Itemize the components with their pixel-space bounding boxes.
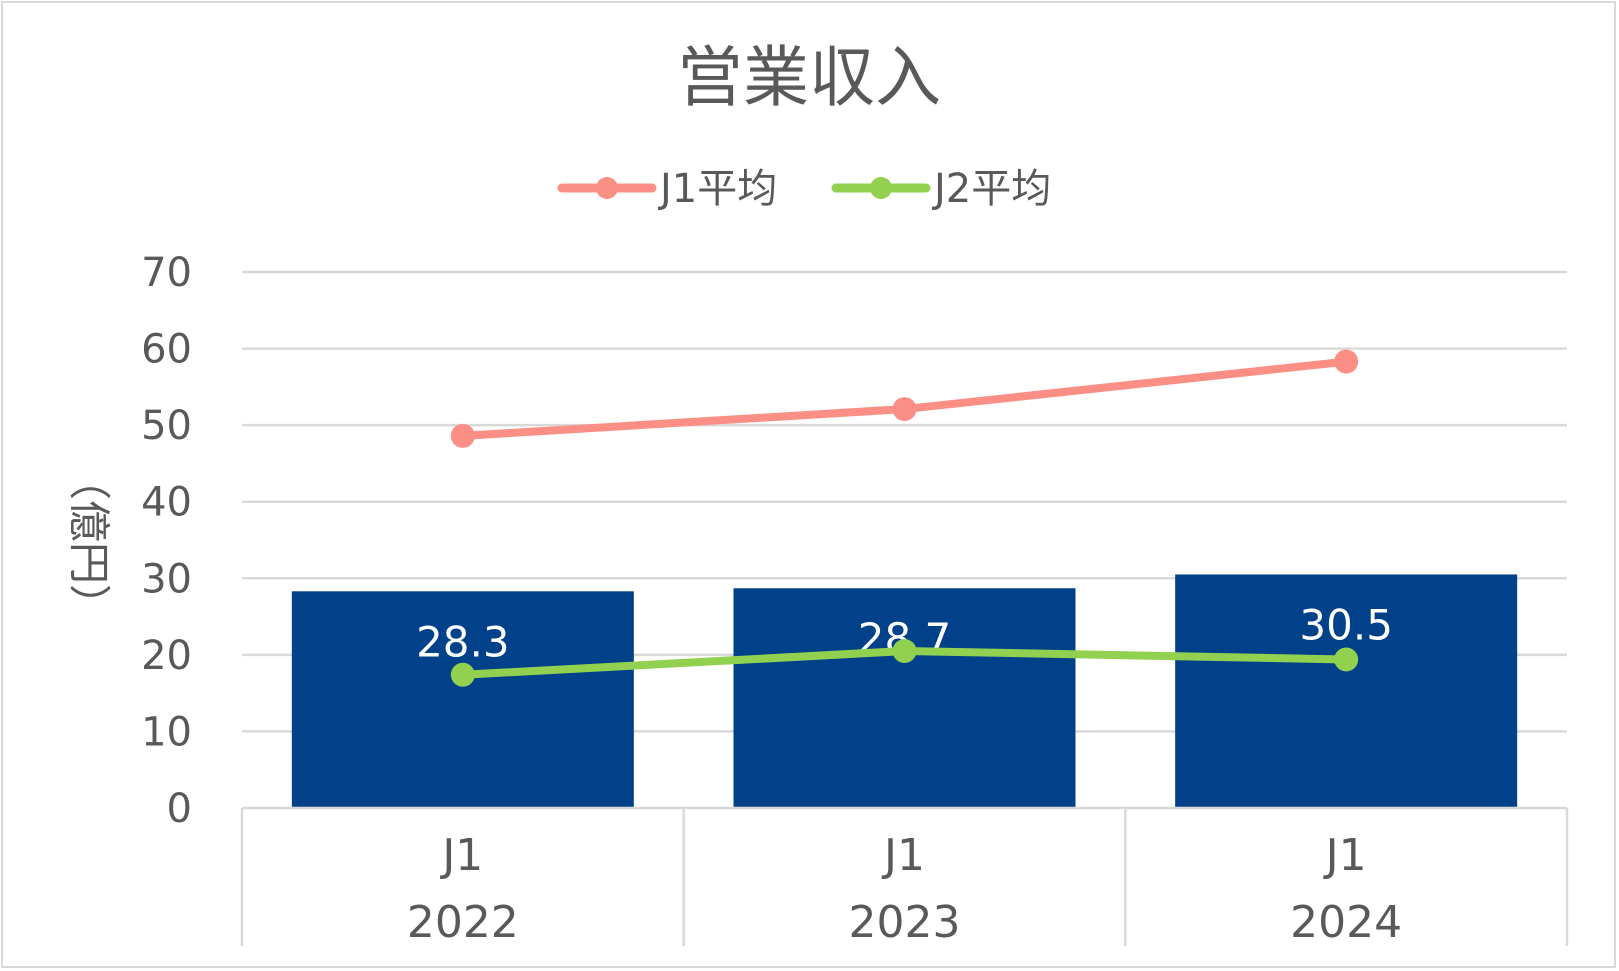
x-category-year: 2023 (849, 897, 961, 948)
legend-item-j1: J1平均 (557, 166, 777, 212)
y-axis-label: （億円） (65, 458, 114, 626)
y-tick-label: 20 (141, 633, 192, 679)
legend-marker-j1 (596, 177, 618, 199)
y-tick-label: 10 (141, 709, 192, 755)
series-point-2 (892, 639, 917, 664)
legend-label-j2: J2平均 (931, 166, 1051, 212)
legend: J1平均 J2平均 (557, 166, 1051, 212)
gridlines (242, 270, 1567, 733)
legend-item-j2: J2平均 (831, 166, 1051, 212)
x-category-division: J1 (881, 830, 925, 881)
x-category-year: 2024 (1290, 897, 1402, 948)
y-tick-label: 40 (141, 480, 192, 526)
y-tick-label: 60 (141, 327, 192, 373)
series-point-2 (1334, 647, 1359, 672)
legend-marker-j2 (870, 177, 892, 199)
series-point-1 (892, 397, 917, 422)
x-category-division: J1 (1323, 830, 1367, 881)
lines (450, 349, 1359, 687)
series-point-1 (450, 423, 475, 448)
x-category-year: 2022 (407, 897, 519, 948)
x-category-division: J1 (439, 830, 483, 881)
y-tick-label: 70 (141, 250, 192, 296)
bar (291, 591, 634, 808)
bar-data-label: 28.3 (416, 617, 510, 666)
y-tick-label: 0 (167, 786, 192, 832)
bars (291, 574, 1518, 808)
chart-title: 営業収入 (677, 39, 941, 116)
y-tick-label: 50 (141, 403, 192, 449)
series-point-2 (450, 662, 475, 687)
y-axis-ticks: 0 10 20 30 40 50 60 70 (141, 250, 192, 832)
bar (733, 588, 1076, 808)
legend-label-j1: J1平均 (657, 166, 777, 212)
series-point-1 (1334, 349, 1359, 374)
bar-data-label: 30.5 (1299, 600, 1393, 649)
x-axis: J1 2022 J1 2023 J1 2024 (240, 806, 1569, 948)
y-tick-label: 30 (141, 556, 192, 602)
bar (1175, 574, 1518, 808)
